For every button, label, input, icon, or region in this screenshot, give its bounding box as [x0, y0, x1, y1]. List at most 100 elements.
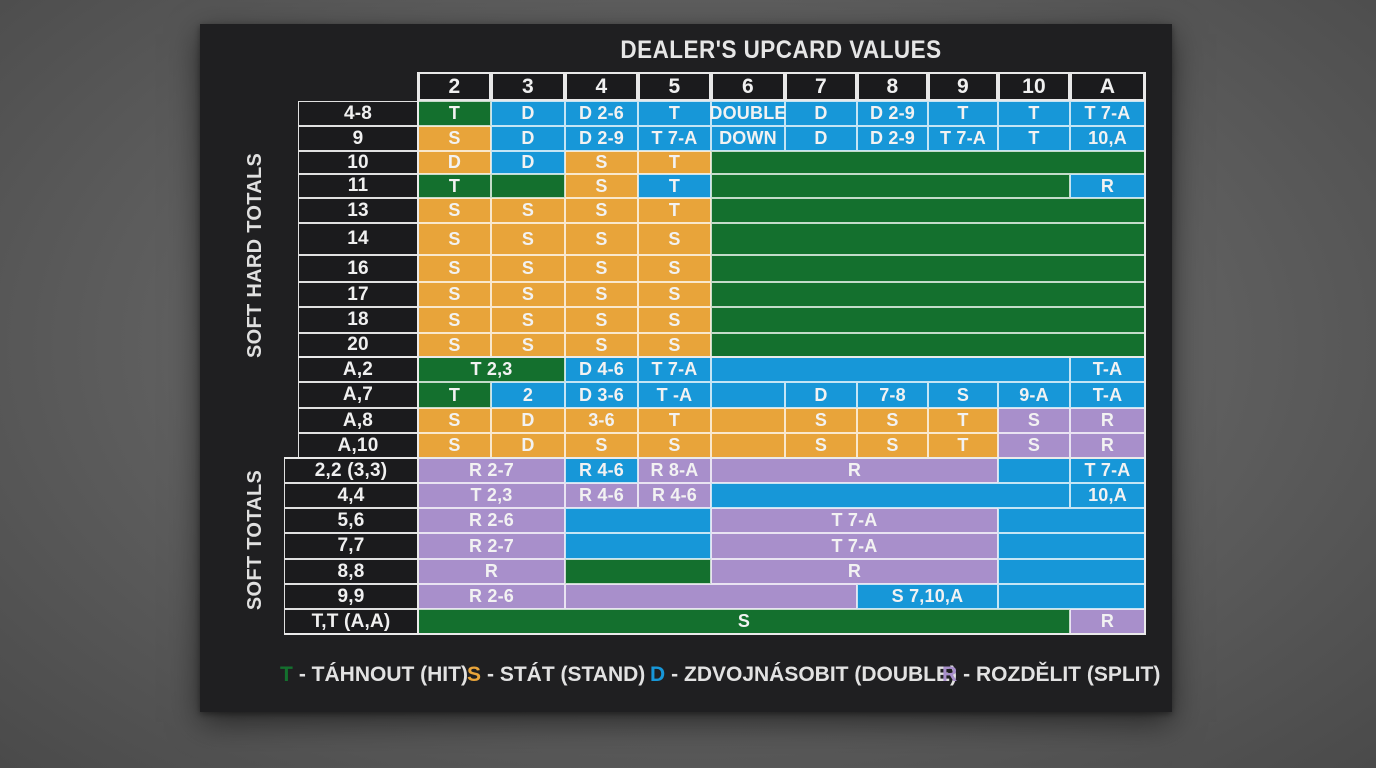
decision-cell: R 2-7 — [418, 458, 565, 483]
decision-cell: S — [565, 198, 638, 223]
decision-cell: T-A — [1070, 382, 1145, 408]
grid-left-border — [417, 72, 419, 635]
decision-cell: R 4-6 — [638, 483, 711, 508]
section-divider-soft — [298, 356, 1145, 358]
decision-cell: R — [711, 458, 998, 483]
row-label: 20 — [298, 333, 418, 357]
decision-cell: S — [785, 408, 857, 433]
decision-cell: D — [491, 126, 565, 151]
decision-cell: S — [565, 174, 638, 198]
decision-cell: T — [638, 408, 711, 433]
row-label: 17 — [298, 282, 418, 307]
decision-cell — [711, 333, 1145, 357]
column-header-7: 7 — [785, 72, 857, 101]
decision-cell: DOUBLE — [709, 101, 786, 126]
decision-cell: S — [998, 433, 1070, 458]
decision-cell: S — [491, 333, 565, 357]
decision-cell — [711, 255, 1145, 282]
decision-cell — [998, 584, 1145, 609]
column-header-6: 6 — [711, 72, 785, 101]
decision-cell: S — [785, 433, 857, 458]
decision-cell: T — [928, 101, 998, 126]
row-label: 13 — [298, 198, 418, 223]
decision-cell: S — [998, 408, 1070, 433]
decision-cell: S — [638, 255, 711, 282]
decision-cell — [491, 174, 565, 198]
decision-cell — [711, 433, 785, 458]
decision-cell: 3-6 — [565, 408, 638, 433]
section-divider-pairs — [284, 457, 1145, 459]
decision-cell: D 4-6 — [565, 357, 638, 382]
legend-stand-text: - STÁT (STAND) — [487, 663, 646, 686]
decision-cell: T — [928, 408, 998, 433]
column-header-3: 3 — [491, 72, 565, 101]
legend-split-text: - ROZDĚLIT (SPLIT) — [963, 663, 1161, 686]
grid-bottom-border — [284, 633, 1145, 635]
decision-cell: T 7-A — [711, 508, 998, 533]
decision-cell: D — [491, 151, 565, 174]
grid-right-border — [1144, 72, 1146, 635]
legend-hit-text: - TÁHNOUT (HIT) — [298, 663, 468, 686]
decision-cell: R — [1070, 408, 1145, 433]
decision-cell — [711, 223, 1145, 255]
decision-cell — [998, 508, 1145, 533]
decision-cell: R 8-A — [638, 458, 711, 483]
decision-cell: T 7-A — [638, 126, 711, 151]
decision-cell: T — [638, 174, 711, 198]
decision-cell: S — [418, 126, 491, 151]
decision-cell: S — [418, 609, 1070, 634]
decision-cell: S — [491, 282, 565, 307]
decision-cell: D — [491, 101, 565, 126]
decision-cell: R 2-7 — [418, 533, 565, 559]
legend-split-symbol: R — [942, 663, 958, 686]
decision-cell: D — [785, 101, 857, 126]
decision-cell: S — [418, 223, 491, 255]
decision-cell: S — [565, 282, 638, 307]
decision-cell: 7-8 — [857, 382, 928, 408]
legend-hit-symbol: T — [280, 663, 293, 686]
legend-double-text: - ZDVOJNÁSOBIT (DOUBLE) — [671, 663, 957, 686]
decision-cell — [711, 357, 1070, 382]
decision-cell: T 2,3 — [418, 357, 565, 382]
legend-double-symbol: D — [650, 663, 666, 686]
decision-cell — [711, 151, 1145, 174]
row-label: 14 — [298, 223, 418, 255]
decision-cell: T -A — [638, 382, 711, 408]
legend-double: D - ZDVOJNÁSOBIT (DOUBLE) — [650, 660, 957, 690]
decision-cell: S — [491, 255, 565, 282]
decision-cell: DOWN — [711, 126, 785, 151]
decision-cell: D — [491, 433, 565, 458]
decision-cell: T — [638, 101, 711, 126]
decision-cell: D 2-9 — [857, 101, 928, 126]
decision-cell: T — [418, 101, 491, 126]
decision-cell: S — [565, 151, 638, 174]
row-label: 9 — [298, 126, 418, 151]
row-label: 16 — [298, 255, 418, 282]
decision-cell — [711, 282, 1145, 307]
decision-cell: S — [418, 307, 491, 333]
decision-cell — [711, 198, 1145, 223]
legend-stand: S - STÁT (STAND) — [467, 660, 645, 690]
decision-cell: T — [998, 126, 1070, 151]
decision-cell: S — [638, 282, 711, 307]
chart-title: DEALER'S UPCARD VALUES — [620, 36, 942, 64]
row-label: A,7 — [298, 382, 418, 408]
decision-cell: S — [638, 333, 711, 357]
column-header-5: 5 — [638, 72, 711, 101]
decision-cell: 2 — [491, 382, 565, 408]
decision-cell — [998, 458, 1070, 483]
decision-cell — [711, 483, 1070, 508]
legend-split: R - ROZDĚLIT (SPLIT) — [942, 660, 1160, 690]
row-label: 2,2 (3,3) — [284, 458, 418, 483]
column-header-9: 9 — [928, 72, 998, 101]
decision-cell: S — [565, 333, 638, 357]
decision-cell: T 7-A — [1070, 101, 1145, 126]
decision-cell: T-A — [1070, 357, 1145, 382]
row-label: 5,6 — [284, 508, 418, 533]
column-header-8: 8 — [857, 72, 928, 101]
decision-cell — [565, 559, 711, 584]
decision-cell — [998, 533, 1145, 559]
decision-cell — [711, 382, 785, 408]
legend-hit: T - TÁHNOUT (HIT) — [280, 660, 468, 690]
decision-cell: T 7-A — [711, 533, 998, 559]
